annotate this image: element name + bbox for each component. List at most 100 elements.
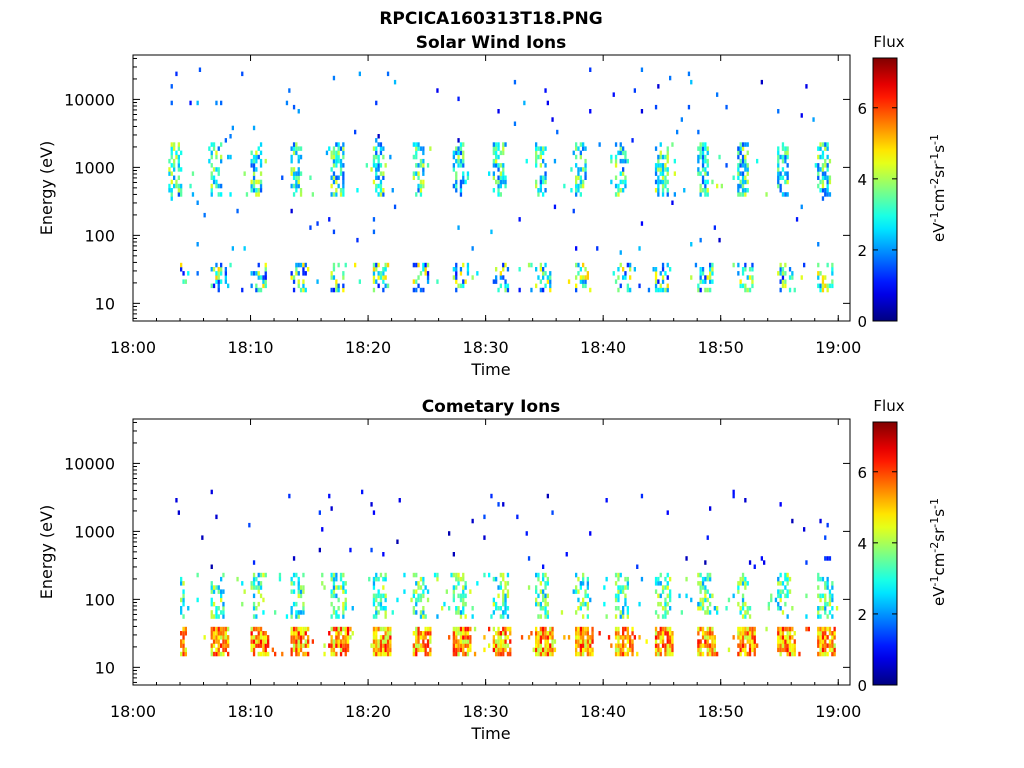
heatmap-cell xyxy=(241,601,244,607)
heatmap-cell xyxy=(337,597,340,603)
heatmap-cell xyxy=(375,572,378,578)
heatmap-cell xyxy=(779,188,782,193)
heatmap-cell xyxy=(701,158,705,164)
heatmap-cell xyxy=(502,589,505,594)
heatmap-cell xyxy=(544,626,547,632)
heatmap-cell xyxy=(666,572,669,578)
heatmap-cell xyxy=(828,631,832,636)
heatmap-cell xyxy=(537,639,540,644)
heatmap-cell xyxy=(335,179,338,185)
heatmap-cell xyxy=(784,146,787,151)
heatmap-cell xyxy=(673,171,676,176)
heatmap-cell xyxy=(709,576,712,582)
heatmap-cell xyxy=(746,626,749,632)
heatmap-cell xyxy=(290,589,293,594)
heatmap-cell xyxy=(224,626,227,632)
heatmap-cell xyxy=(546,647,549,653)
heatmap-cell xyxy=(375,138,378,143)
colorbar-tick-label: 0 xyxy=(857,313,867,331)
heatmap-cell xyxy=(257,188,260,193)
heatmap-cell xyxy=(337,175,340,180)
heatmap-cell xyxy=(497,635,500,640)
heatmap-cell xyxy=(640,493,644,499)
heatmap-cell xyxy=(250,631,253,636)
heatmap-cell xyxy=(539,643,542,648)
heatmap-cell xyxy=(697,643,700,648)
heatmap-cell xyxy=(295,610,298,615)
heatmap-cell xyxy=(701,651,705,657)
heatmap-cell xyxy=(544,146,547,151)
heatmap-cell xyxy=(175,150,178,156)
heatmap-cell xyxy=(504,647,507,653)
heatmap-cell xyxy=(716,92,719,97)
heatmap-cell xyxy=(495,158,498,164)
heatmap-cell xyxy=(307,639,310,644)
heatmap-cell xyxy=(299,262,303,268)
heatmap-cell xyxy=(417,175,420,180)
heatmap-cell xyxy=(817,154,820,160)
heatmap-cell xyxy=(495,647,498,653)
heatmap-cell xyxy=(582,639,585,644)
heatmap-cell xyxy=(457,643,460,648)
heatmap-cell xyxy=(826,585,829,590)
heatmap-cell xyxy=(537,643,540,648)
heatmap-cell xyxy=(788,647,792,653)
heatmap-cell xyxy=(614,158,618,164)
heatmap-cell xyxy=(297,183,300,189)
heatmap-cell xyxy=(539,150,542,156)
y-tick-label: 100 xyxy=(84,590,115,609)
heatmap-cell xyxy=(582,142,585,147)
heatmap-cell xyxy=(622,275,625,280)
heatmap-cell xyxy=(497,175,500,180)
heatmap-cell xyxy=(335,631,338,636)
heatmap-cell xyxy=(255,626,258,632)
heatmap-cell xyxy=(589,635,592,640)
heatmap-cell xyxy=(826,142,829,147)
heatmap-cell xyxy=(422,163,425,168)
heatmap-cell xyxy=(212,631,216,636)
heatmap-cell xyxy=(619,651,622,657)
heatmap-cell xyxy=(259,183,263,189)
heatmap-cell xyxy=(831,279,834,284)
heatmap-cell xyxy=(582,597,585,603)
heatmap-cell xyxy=(452,639,455,644)
heatmap-cell xyxy=(744,601,747,607)
heatmap-cell xyxy=(619,262,622,268)
heatmap-cell xyxy=(824,647,827,653)
heatmap-cell xyxy=(328,217,331,222)
heatmap-cell xyxy=(671,142,674,147)
heatmap-cell xyxy=(819,651,822,657)
heatmap-cell xyxy=(701,279,705,284)
heatmap-cell xyxy=(622,647,625,653)
heatmap-cell xyxy=(788,643,792,648)
heatmap-cell xyxy=(622,167,625,172)
heatmap-cell xyxy=(629,287,632,293)
heatmap-cell xyxy=(210,651,213,657)
heatmap-cell xyxy=(638,283,641,289)
heatmap-cell xyxy=(535,626,538,632)
heatmap-cell xyxy=(292,142,296,147)
heatmap-cell xyxy=(304,631,307,636)
heatmap-cell xyxy=(824,556,827,561)
heatmap-cell xyxy=(624,651,627,657)
heatmap-cell xyxy=(546,100,549,106)
heatmap-cell xyxy=(462,283,465,289)
heatmap-cell xyxy=(335,643,338,648)
heatmap-cell xyxy=(389,635,392,640)
heatmap-cell xyxy=(826,283,829,289)
heatmap-cell xyxy=(257,275,260,280)
heatmap-cell xyxy=(217,647,220,653)
heatmap-cell xyxy=(619,585,622,590)
heatmap-cell xyxy=(342,175,345,180)
heatmap-cell xyxy=(800,204,803,210)
heatmap-cell xyxy=(259,585,263,590)
heatmap-cell xyxy=(382,635,385,640)
heatmap-cell xyxy=(462,606,465,611)
heatmap-cell xyxy=(673,158,676,164)
heatmap-cell xyxy=(781,267,785,272)
heatmap-cell xyxy=(328,643,331,648)
heatmap-cell xyxy=(168,171,171,176)
heatmap-cell xyxy=(502,643,505,648)
heatmap-cell xyxy=(659,283,662,289)
heatmap-cell xyxy=(741,647,745,653)
